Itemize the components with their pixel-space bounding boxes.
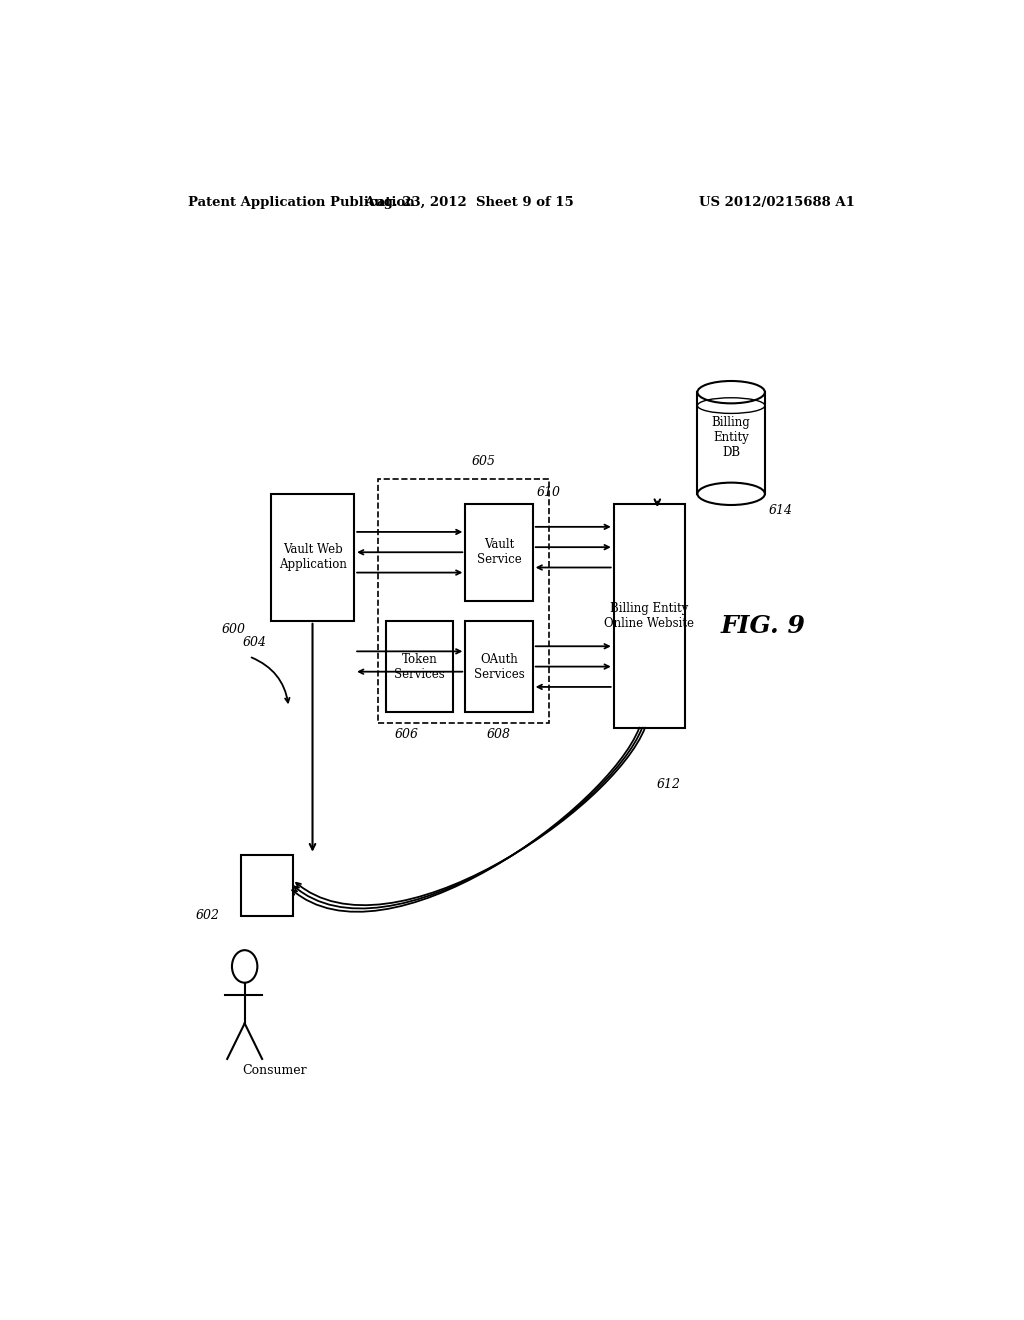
Text: 614: 614 xyxy=(769,504,793,517)
Text: FIG. 9: FIG. 9 xyxy=(721,614,805,638)
Text: Token
Services: Token Services xyxy=(394,652,445,681)
Bar xyxy=(613,504,685,727)
Text: US 2012/0215688 A1: US 2012/0215688 A1 xyxy=(699,195,855,209)
Bar xyxy=(386,620,454,713)
Text: OAuth
Services: OAuth Services xyxy=(474,652,524,681)
Text: Patent Application Publication: Patent Application Publication xyxy=(187,195,415,209)
Bar xyxy=(465,620,532,713)
Text: 604: 604 xyxy=(243,636,267,649)
Text: 610: 610 xyxy=(537,486,561,499)
Ellipse shape xyxy=(697,381,765,404)
Bar xyxy=(378,479,549,722)
FancyArrowPatch shape xyxy=(294,727,642,908)
Text: Aug. 23, 2012  Sheet 9 of 15: Aug. 23, 2012 Sheet 9 of 15 xyxy=(365,195,574,209)
FancyArrowPatch shape xyxy=(292,727,639,912)
Text: 605: 605 xyxy=(472,455,496,469)
Text: 612: 612 xyxy=(656,779,681,792)
Text: Billing
Entity
DB: Billing Entity DB xyxy=(712,416,751,459)
Circle shape xyxy=(232,950,257,982)
Bar xyxy=(697,392,765,494)
FancyArrowPatch shape xyxy=(296,727,645,906)
Ellipse shape xyxy=(697,483,765,506)
Text: 608: 608 xyxy=(487,727,511,741)
Bar xyxy=(465,504,532,601)
Text: Consumer: Consumer xyxy=(243,1064,307,1077)
Bar xyxy=(270,494,354,620)
Text: Billing Entity
Online Website: Billing Entity Online Website xyxy=(604,602,694,630)
Text: 606: 606 xyxy=(394,727,418,741)
Text: Vault
Service: Vault Service xyxy=(476,539,521,566)
Text: Vault Web
Application: Vault Web Application xyxy=(279,544,346,572)
Text: 600: 600 xyxy=(221,623,245,636)
Text: 602: 602 xyxy=(196,909,219,923)
Bar xyxy=(241,854,293,916)
